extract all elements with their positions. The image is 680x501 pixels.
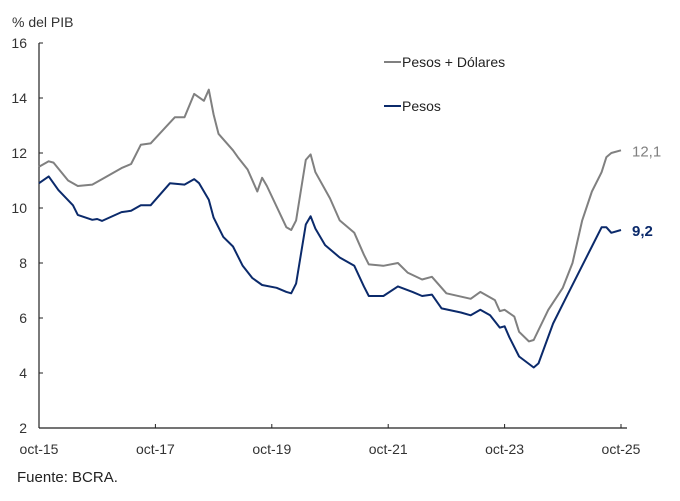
y-tick-label: 6 (19, 310, 27, 326)
series-lines: 12,1 9,2 (38, 88, 661, 369)
y-tick-label: 2 (19, 420, 27, 436)
end-value-label: 9,2 (632, 223, 653, 240)
series-line-pesos (38, 175, 622, 369)
y-tick-label: 10 (11, 200, 27, 216)
y-tick-label: 4 (19, 365, 27, 381)
x-tick-label: oct-15 (20, 441, 59, 457)
y-tick-label: 12 (11, 145, 27, 161)
legend: Pesos + Dólares Pesos (384, 54, 505, 114)
y-tick-label: 8 (19, 255, 27, 271)
legend-label: Pesos + Dólares (402, 54, 505, 70)
y-tick-label: 14 (11, 90, 27, 106)
axes: 2 4 6 8 10 12 14 16 oct-15 oct-17 oct-19 oct-21 oct-… (11, 35, 640, 457)
y-tick-label: 16 (11, 35, 27, 51)
series-line-pesos-dolares (38, 88, 622, 343)
x-tick-label: oct-17 (136, 441, 175, 457)
x-tick-label: oct-25 (602, 441, 641, 457)
y-axis-label: % del PIB (12, 14, 73, 30)
x-tick-label: oct-23 (485, 441, 524, 457)
legend-label: Pesos (402, 98, 441, 114)
x-tick-label: oct-19 (252, 441, 291, 457)
source-note: Fuente: BCRA. (17, 469, 118, 486)
end-value-label: 12,1 (632, 143, 661, 160)
x-tick-label: oct-21 (369, 441, 408, 457)
